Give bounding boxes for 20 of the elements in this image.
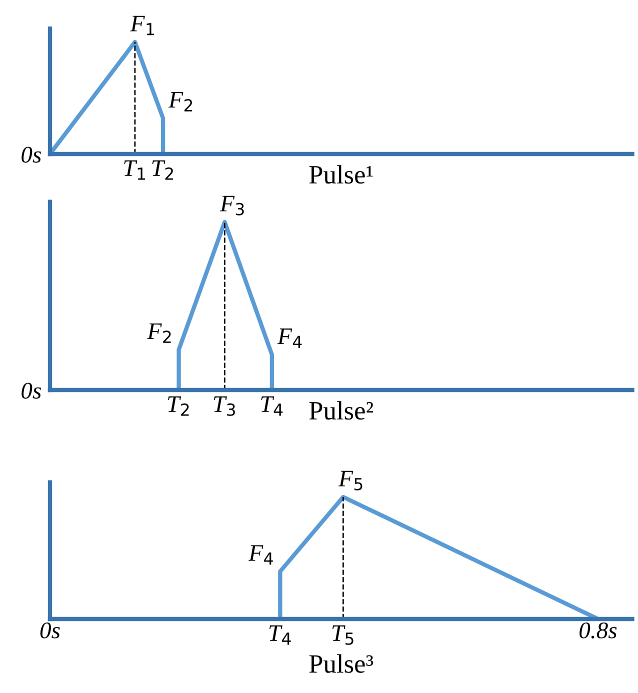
annotation: F$_{2}$ — [168, 92, 192, 112]
annotation: T$_{2}$ — [168, 396, 189, 416]
annotation: T$_{5}$ — [332, 625, 354, 645]
x-axis-title: Pulse³ — [309, 654, 374, 673]
annotation: T$_{1}$ — [124, 160, 146, 180]
x-axis-title: Pulse¹ — [309, 165, 373, 184]
annotation: T$_{3}$ — [214, 396, 235, 416]
annotation: T$_{4}$ — [269, 625, 291, 645]
text: 0s — [22, 382, 41, 399]
annotation: F$_{1}$ — [130, 16, 154, 36]
annotation: F$_{3}$ — [220, 196, 244, 216]
x-tick-label: 0.8s — [580, 622, 617, 638]
text: 0s — [22, 146, 41, 163]
annotation: F$_{4}$ — [248, 545, 273, 565]
annotation: F$_{5}$ — [338, 470, 362, 490]
annotation: F$_{4}$ — [277, 328, 302, 348]
annotation: F$_{2}$ — [147, 324, 171, 343]
x-axis-title: Pulse² — [309, 401, 374, 420]
annotation: T$_{4}$ — [261, 396, 283, 416]
annotation: T$_{2}$ — [152, 160, 173, 180]
